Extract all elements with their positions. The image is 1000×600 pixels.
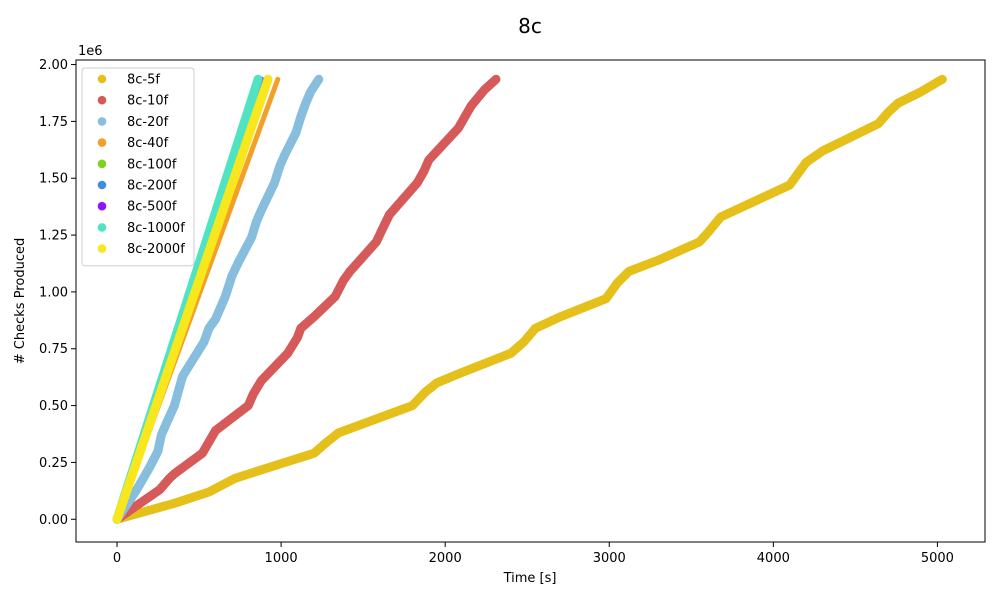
legend-marker [97,159,107,169]
y-axis: 0.00 0.25 0.50 0.75 1.00 1.25 1.50 1.75 2.00 [39,58,76,528]
x-tick-label: 0 [113,551,121,566]
series-layer [112,74,947,524]
legend-marker [97,244,107,253]
legend-marker [97,223,107,232]
plot-area [75,59,986,543]
x-axis-label: Time [s] [503,571,557,586]
y-tick-label: 2.00 [39,58,68,73]
x-tick-label: 3000 [593,551,626,566]
y-tick-label: 0.25 [39,456,68,471]
legend: 8c-5f 8c-10f 8c-20f 8c-40f 8c-100f 8c-200f 8c-… [81,67,195,267]
legend-label: 8c-10f [127,94,169,109]
x-tick-label: 5000 [921,551,954,566]
legend-box [81,67,195,267]
legend-marker [97,138,107,147]
y-tick-label: 1.75 [39,115,68,130]
legend-label: 8c-100f [127,157,177,172]
series-8c-5f [112,74,947,524]
x-tick-label: 4000 [757,551,790,566]
y-axis-offset-label: 1e6 [78,44,103,59]
y-axis-label: # Checks Produced [13,238,28,364]
legend-label: 8c-500f [127,200,177,215]
y-tick-label: 0.00 [39,513,68,528]
y-tick-label: 1.25 [39,229,68,244]
y-tick-label: 1.50 [39,172,68,187]
legend-label: 8c-5f [127,73,160,88]
legend-label: 8c-40f [127,136,169,151]
x-tick-label: 2000 [429,551,462,566]
series-8c-10f [112,74,501,524]
x-tick-label: 1000 [265,551,298,566]
series-8c-2000f [112,74,273,524]
chart-title: 8c [518,14,542,38]
legend-label: 8c-200f [127,179,177,194]
y-tick-label: 0.50 [39,399,68,414]
y-tick-label: 1.00 [39,285,68,300]
legend-label: 8c-1000f [127,221,185,236]
legend-marker [97,201,107,211]
y-tick-label: 0.75 [39,342,68,357]
x-axis: 0 1000 2000 3000 4000 5000 [113,542,954,566]
legend-label: 8c-2000f [127,242,185,257]
legend-marker [97,74,107,84]
legend-marker [97,180,107,190]
legend-marker [97,117,107,126]
series-8c-20f [112,74,324,524]
legend-label: 8c-20f [127,115,169,130]
legend-marker [97,95,107,105]
